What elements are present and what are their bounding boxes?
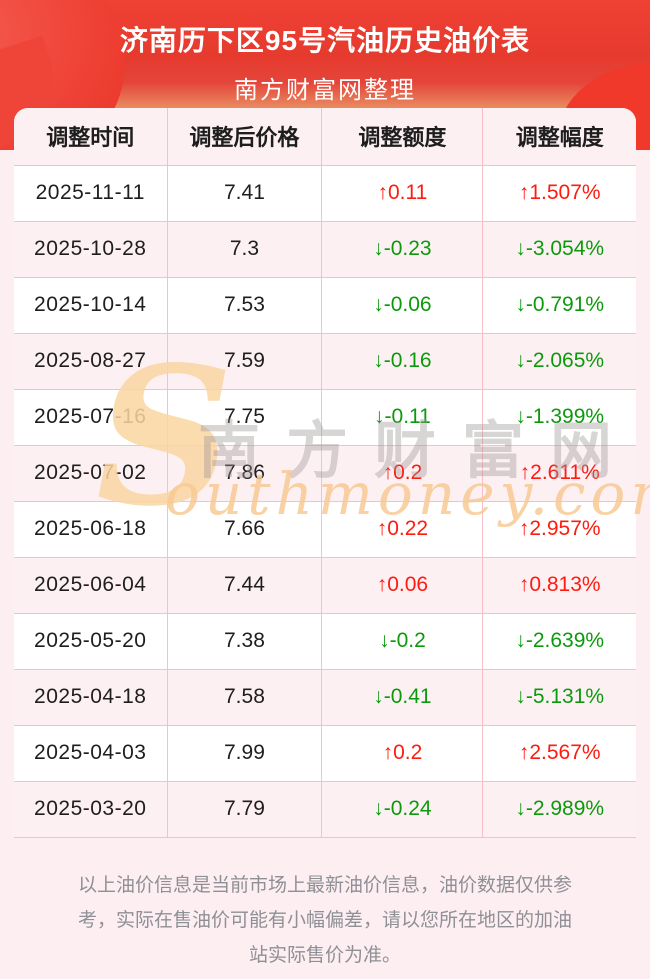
cell-date: 2025-05-20: [14, 613, 168, 670]
page-subtitle: 南方财富网整理: [234, 77, 416, 104]
cell-price: 7.58: [167, 669, 323, 726]
cell-price: 7.59: [167, 333, 323, 390]
cell-change: ↑0.2: [321, 725, 484, 782]
cell-date: 2025-04-18: [14, 669, 168, 726]
table-row: 2025-07-16 7.75 ↓-0.11 ↓-1.399%: [14, 389, 636, 446]
table-row: 2025-05-20 7.38 ↓-0.2 ↓-2.639%: [14, 613, 636, 670]
cell-price: 7.79: [167, 781, 323, 838]
cell-percent: ↓-3.054%: [482, 221, 636, 278]
cell-date: 2025-10-14: [14, 277, 168, 334]
table-header-row: 调整时间 调整后价格 调整额度 调整幅度: [14, 108, 636, 166]
cell-price: 7.99: [167, 725, 323, 782]
column-header-adjust-time: 调整时间: [14, 108, 168, 166]
cell-date: 2025-08-27: [14, 333, 168, 390]
cell-date: 2025-10-28: [14, 221, 168, 278]
table-row: 2025-11-11 7.41 ↑0.11 ↑1.507%: [14, 165, 636, 222]
cell-price: 7.53: [167, 277, 323, 334]
cell-price: 7.75: [167, 389, 323, 446]
cell-percent: ↓-0.791%: [482, 277, 636, 334]
table-row: 2025-04-18 7.58 ↓-0.41 ↓-5.131%: [14, 669, 636, 726]
cell-percent: ↑2.611%: [482, 445, 636, 502]
cell-date: 2025-11-11: [14, 165, 168, 222]
cell-percent: ↓-2.639%: [482, 613, 636, 670]
cell-change: ↓-0.11: [321, 389, 484, 446]
table-row: 2025-06-04 7.44 ↑0.06 ↑0.813%: [14, 557, 636, 614]
cell-percent: ↑0.813%: [482, 557, 636, 614]
cell-date: 2025-04-03: [14, 725, 168, 782]
cell-price: 7.3: [167, 221, 323, 278]
cell-change: ↑0.06: [321, 557, 484, 614]
cell-date: 2025-06-04: [14, 557, 168, 614]
cell-price: 7.41: [167, 165, 323, 222]
cell-change: ↓-0.2: [321, 613, 484, 670]
column-header-change-amount: 调整额度: [321, 108, 484, 166]
table-row: 2025-06-18 7.66 ↑0.22 ↑2.957%: [14, 501, 636, 558]
cell-date: 2025-07-16: [14, 389, 168, 446]
cell-change: ↓-0.41: [321, 669, 484, 726]
cell-percent: ↑2.957%: [482, 501, 636, 558]
cell-price: 7.38: [167, 613, 323, 670]
cell-change: ↑0.22: [321, 501, 484, 558]
table-row: 2025-04-03 7.99 ↑0.2 ↑2.567%: [14, 725, 636, 782]
cell-change: ↓-0.23: [321, 221, 484, 278]
cell-percent: ↑2.567%: [482, 725, 636, 782]
table-row: 2025-03-20 7.79 ↓-0.24 ↓-2.989%: [14, 781, 636, 838]
table-row: 2025-10-14 7.53 ↓-0.06 ↓-0.791%: [14, 277, 636, 334]
column-header-change-rate: 调整幅度: [482, 108, 636, 166]
cell-change: ↑0.2: [321, 445, 484, 502]
disclaimer-text: 以上油价信息是当前市场上最新油价信息，油价数据仅供参考，实际在售油价可能有小幅偏…: [77, 875, 572, 966]
cell-percent: ↓-1.399%: [482, 389, 636, 446]
cell-percent: ↓-2.989%: [482, 781, 636, 838]
page-title: 济南历下区95号汽油历史油价表: [119, 25, 531, 56]
cell-percent: ↑1.507%: [482, 165, 636, 222]
cell-percent: ↓-2.065%: [482, 333, 636, 390]
cell-change: ↓-0.06: [321, 277, 484, 334]
column-header-price-after: 调整后价格: [167, 108, 323, 166]
table-row: 2025-08-27 7.59 ↓-0.16 ↓-2.065%: [14, 333, 636, 390]
cell-price: 7.44: [167, 557, 323, 614]
table-row: 2025-10-28 7.3 ↓-0.23 ↓-3.054%: [14, 221, 636, 278]
cell-change: ↓-0.16: [321, 333, 484, 390]
cell-price: 7.66: [167, 501, 323, 558]
price-history-table-card: 调整时间 调整后价格 调整额度 调整幅度 2025-11-11 7.41 ↑0.…: [14, 108, 636, 838]
table-row: 2025-07-02 7.86 ↑0.2 ↑2.611%: [14, 445, 636, 502]
cell-price: 7.86: [167, 445, 323, 502]
cell-date: 2025-07-02: [14, 445, 168, 502]
cell-date: 2025-06-18: [14, 501, 168, 558]
cell-change: ↓-0.24: [321, 781, 484, 838]
cell-date: 2025-03-20: [14, 781, 168, 838]
cell-percent: ↓-5.131%: [482, 669, 636, 726]
price-history-table: 调整时间 调整后价格 调整额度 调整幅度 2025-11-11 7.41 ↑0.…: [14, 108, 636, 838]
cell-change: ↑0.11: [321, 165, 484, 222]
